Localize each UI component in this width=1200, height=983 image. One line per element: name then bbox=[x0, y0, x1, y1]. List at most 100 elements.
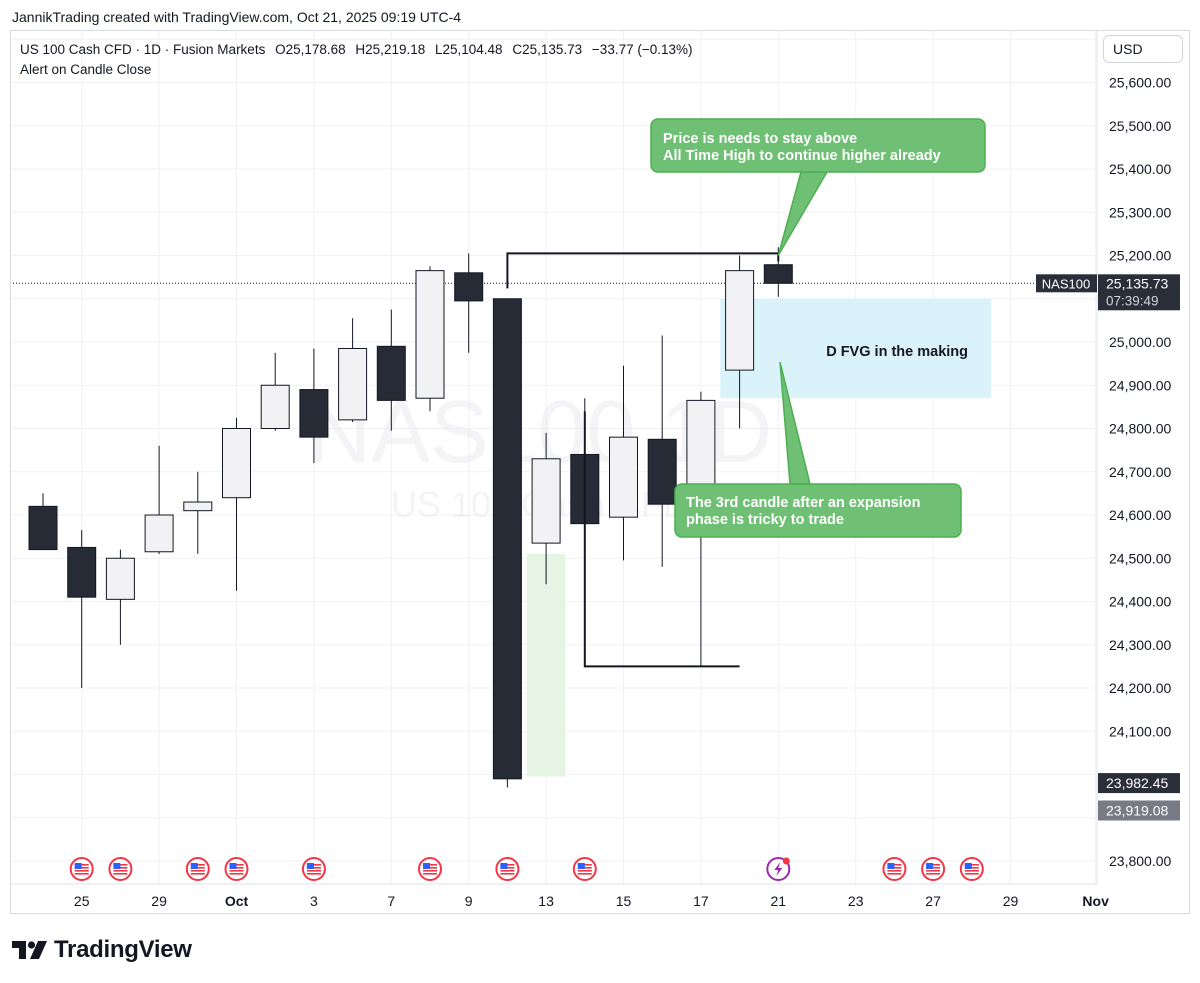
lightning-icon bbox=[774, 862, 783, 876]
flag-stripe bbox=[887, 870, 902, 872]
earnings-event-icon[interactable] bbox=[766, 857, 791, 881]
candle[interactable] bbox=[376, 309, 406, 431]
candle-body-bearish bbox=[492, 298, 522, 780]
flag-stripe bbox=[306, 870, 321, 872]
candle[interactable] bbox=[415, 266, 445, 412]
x-axis-tick-label: 29 bbox=[1003, 893, 1019, 909]
x-axis-tick-label: 9 bbox=[465, 893, 473, 909]
y-axis-tick-label: 24,900.00 bbox=[1109, 377, 1171, 393]
green-zone[interactable] bbox=[526, 553, 566, 777]
candle-body-bullish bbox=[144, 514, 174, 553]
y-axis-tick-label: 23,800.00 bbox=[1109, 853, 1171, 869]
y-axis-tick-label: 25,300.00 bbox=[1109, 204, 1171, 220]
bottom-callout-line-1: The 3rd candle after an expansion bbox=[686, 495, 921, 511]
last-price-tag[interactable] bbox=[1098, 274, 1180, 311]
flag-canton bbox=[926, 863, 934, 869]
x-axis-tick-label: Oct bbox=[225, 893, 249, 909]
legend-alert[interactable]: Alert on Candle Close bbox=[20, 62, 152, 77]
x-axis-tick-label: 17 bbox=[693, 893, 709, 909]
legend-open: O25,178.68 bbox=[275, 42, 346, 57]
top-callout-box[interactable] bbox=[650, 118, 986, 173]
top-callout-pointer bbox=[777, 171, 829, 256]
flag-stripe bbox=[964, 873, 979, 875]
candle-body-bullish bbox=[222, 428, 251, 499]
candle-body-bearish bbox=[299, 389, 329, 438]
chart-creator-caption: JannikTrading created with TradingView.c… bbox=[12, 9, 462, 25]
flag-stripe bbox=[926, 873, 941, 875]
candle[interactable] bbox=[454, 253, 484, 353]
us-economic-event-icon[interactable] bbox=[921, 857, 946, 881]
us-economic-event-icon[interactable] bbox=[495, 857, 520, 881]
top-callout-line-1: Price is needs to stay above bbox=[663, 131, 857, 147]
candle[interactable] bbox=[492, 298, 522, 788]
flag-stripe bbox=[887, 873, 902, 875]
us-economic-event-icon[interactable] bbox=[224, 857, 249, 881]
us-economic-event-icon[interactable] bbox=[301, 857, 326, 881]
candle[interactable] bbox=[609, 365, 638, 561]
resistance-line[interactable] bbox=[506, 252, 780, 289]
bottom-callout-box[interactable] bbox=[674, 483, 962, 538]
candle[interactable] bbox=[338, 318, 368, 423]
candle[interactable] bbox=[105, 549, 135, 645]
price-tag-3[interactable] bbox=[1098, 800, 1180, 821]
candle-body-bullish bbox=[105, 557, 135, 600]
candle[interactable] bbox=[260, 352, 290, 431]
x-axis-tick-label: 7 bbox=[387, 893, 395, 909]
price-tag-2-value: 23,982.45 bbox=[1106, 775, 1168, 791]
flag-stripe bbox=[926, 870, 941, 872]
flag-stripe bbox=[577, 873, 592, 875]
candle[interactable] bbox=[67, 530, 97, 688]
candle[interactable] bbox=[531, 432, 561, 585]
event-dot-icon bbox=[782, 857, 790, 865]
us-economic-event-icon[interactable] bbox=[882, 857, 907, 881]
candle-body-bearish bbox=[67, 546, 97, 598]
us-economic-event-icon[interactable] bbox=[69, 857, 94, 881]
candle-body-bearish bbox=[376, 345, 406, 401]
candle-body-bullish bbox=[260, 384, 290, 429]
symbol-tag[interactable] bbox=[1036, 274, 1097, 293]
flag-stripe bbox=[964, 870, 979, 872]
candle-body-bullish bbox=[725, 270, 755, 371]
fvg-zone[interactable] bbox=[720, 298, 992, 399]
legend-high: H25,219.18 bbox=[355, 42, 426, 57]
flag-stripe bbox=[500, 870, 515, 872]
support-line[interactable] bbox=[583, 411, 740, 668]
candle[interactable] bbox=[144, 445, 174, 554]
candle[interactable] bbox=[725, 255, 755, 429]
us-economic-event-icon[interactable] bbox=[572, 857, 597, 881]
us-economic-event-icon[interactable] bbox=[418, 857, 442, 881]
price-tag-2[interactable] bbox=[1098, 773, 1180, 794]
us-economic-event-icon[interactable] bbox=[185, 857, 210, 881]
candle-body-bullish bbox=[531, 458, 561, 544]
flag-canton bbox=[306, 863, 314, 869]
flag-stripe bbox=[113, 870, 128, 872]
x-axis-tick-label: 21 bbox=[771, 893, 787, 909]
flag-stripe bbox=[229, 873, 244, 875]
us-economic-event-icon[interactable] bbox=[959, 857, 984, 881]
y-axis-tick-label: 24,200.00 bbox=[1109, 680, 1171, 696]
currency-button[interactable]: USD bbox=[1103, 35, 1183, 63]
x-axis-tick-label: 29 bbox=[151, 893, 167, 909]
candle-body-bullish bbox=[338, 347, 368, 421]
fvg-label: D FVG in the making bbox=[826, 344, 968, 360]
tradingview-logo[interactable]: TradingView bbox=[12, 935, 192, 965]
flag-canton bbox=[887, 863, 895, 869]
flag-canton bbox=[190, 863, 198, 869]
candle-body-bullish bbox=[183, 501, 213, 512]
y-axis-tick-label: 24,700.00 bbox=[1109, 464, 1171, 480]
legend-symbol[interactable]: US 100 Cash CFD · 1D · Fusion Markets bbox=[20, 42, 266, 57]
candle[interactable] bbox=[183, 471, 213, 554]
flag-stripe bbox=[500, 864, 515, 866]
candle[interactable] bbox=[299, 348, 329, 464]
candle[interactable] bbox=[28, 493, 58, 551]
flag-stripe bbox=[577, 870, 592, 872]
candle-body-bullish bbox=[609, 436, 638, 518]
candle[interactable] bbox=[222, 417, 251, 591]
flag-canton bbox=[964, 863, 972, 869]
legend-close: C25,135.73 bbox=[512, 42, 583, 57]
candle[interactable] bbox=[647, 335, 677, 567]
y-axis-tick-label: 25,400.00 bbox=[1109, 161, 1171, 177]
us-economic-event-icon[interactable] bbox=[108, 857, 133, 881]
